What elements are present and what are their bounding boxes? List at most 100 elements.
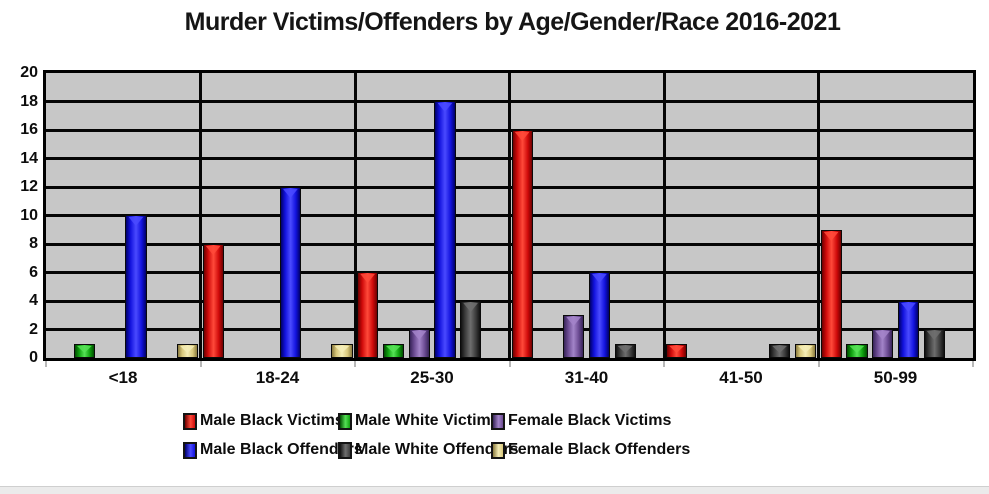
legend-item-male-black-victims: Male Black Victims xyxy=(183,412,344,430)
bar-male-white-offenders-50-99 xyxy=(923,329,945,358)
bar-male-white-offenders-31-40 xyxy=(614,344,636,358)
x-axis-tick xyxy=(45,361,47,367)
bar-top-highlight xyxy=(849,346,865,353)
x-axis-tick xyxy=(972,361,974,367)
bar-top-highlight xyxy=(875,331,890,340)
y-tick-label: 6 xyxy=(29,263,38,281)
bar-top-highlight xyxy=(411,331,427,340)
legend-swatch-male-white-offenders xyxy=(338,441,352,459)
y-tick-label: 20 xyxy=(20,64,38,81)
x-category-label: 41-50 xyxy=(719,368,763,387)
x-axis-tick xyxy=(199,361,202,367)
x-axis-tick xyxy=(663,361,665,367)
gridline-vertical xyxy=(662,73,666,358)
y-tick-label: 0 xyxy=(29,349,38,366)
legend-item-male-white-offenders: Male White Offenders xyxy=(338,441,519,459)
bar-female-black-offenders-18-24 xyxy=(331,344,353,358)
legend-swatch-male-white-victims xyxy=(338,412,352,430)
legend-row: Male Black Victims Male White Victims Fema… xyxy=(183,412,690,430)
x-category-label: <18 xyxy=(108,368,138,387)
y-tick-label: 8 xyxy=(29,235,38,252)
chart-title: Murder Victims/Offenders by Age/Gender/R… xyxy=(184,8,841,36)
bar-top-highlight xyxy=(823,232,839,241)
bar-top-highlight xyxy=(669,346,684,353)
gridline-vertical xyxy=(353,73,357,358)
bar-male-white-victims-50-99 xyxy=(846,344,868,358)
bar-male-black-offenders-31-40 xyxy=(588,272,610,358)
gridline-vertical xyxy=(817,73,820,358)
bar-top-highlight xyxy=(514,132,530,141)
bar-top-highlight xyxy=(926,331,942,340)
legend-label: Male Black Victims xyxy=(200,412,344,429)
x-axis-tick xyxy=(354,361,356,367)
bar-male-black-victims-41-50 xyxy=(666,344,688,358)
bar-top-highlight xyxy=(798,346,813,353)
legend: Male Black Victims Male White Victims Fema… xyxy=(183,412,690,470)
legend-label: Female Black Victims xyxy=(508,412,672,429)
bar-male-white-offenders-41-50 xyxy=(769,344,791,358)
legend-item-male-white-victims: Male White Victims xyxy=(338,412,500,430)
bar-male-black-victims-25-30 xyxy=(357,272,379,358)
bar-top-highlight xyxy=(77,346,92,353)
bar-male-white-victims--18 xyxy=(73,344,95,358)
bar-female-black-offenders-41-50 xyxy=(794,344,816,358)
gridline-vertical xyxy=(508,73,511,358)
bar-top-highlight xyxy=(617,346,633,353)
bar-male-black-victims-50-99 xyxy=(820,230,842,358)
legend-label: Male Black Offenders xyxy=(200,441,363,458)
legend-swatch-female-black-victims xyxy=(491,412,505,430)
legend-swatch-female-black-offenders xyxy=(491,441,505,459)
bar-female-black-offenders--18 xyxy=(176,344,198,358)
y-tick-label: 10 xyxy=(20,206,38,224)
x-axis-tick xyxy=(817,361,820,367)
gridline-vertical xyxy=(199,73,202,358)
y-tick-label: 2 xyxy=(29,320,38,338)
bar-top-highlight xyxy=(901,303,916,312)
bar-female-black-victims-25-30 xyxy=(408,329,430,358)
x-category-label: 18-24 xyxy=(255,368,300,387)
legend-row: Male Black Offenders Male White Offenders… xyxy=(183,441,690,459)
window-bottom-edge xyxy=(0,486,989,494)
legend-item-female-black-offenders: Female Black Offenders xyxy=(491,441,690,459)
y-tick-label: 12 xyxy=(20,178,38,195)
legend-label: Female Black Offenders xyxy=(508,441,691,458)
x-category-label: 25-30 xyxy=(410,368,454,387)
bar-top-highlight xyxy=(334,346,350,353)
y-tick-label: 14 xyxy=(20,149,38,167)
bar-female-black-victims-31-40 xyxy=(563,315,585,358)
bar-male-black-victims-31-40 xyxy=(511,130,533,358)
bar-top-highlight xyxy=(360,274,375,283)
bar-top-highlight xyxy=(283,189,298,198)
bar-male-black-offenders-18-24 xyxy=(279,187,301,358)
bar-male-black-victims-18-24 xyxy=(202,244,224,358)
bar-male-white-offenders-25-30 xyxy=(460,301,482,358)
x-category-label: 31-40 xyxy=(564,368,609,387)
bar-top-highlight xyxy=(566,317,581,326)
legend-swatch-male-black-victims xyxy=(183,412,197,430)
bar-top-highlight xyxy=(772,346,787,353)
bar-top-highlight xyxy=(180,346,195,353)
legend-label: Male White Victims xyxy=(355,412,500,429)
x-category-label: 50-99 xyxy=(873,368,918,387)
bar-top-highlight xyxy=(128,217,144,226)
bar-male-black-offenders-25-30 xyxy=(434,101,456,358)
y-tick-label: 16 xyxy=(20,121,38,138)
bar-male-white-victims-25-30 xyxy=(382,344,404,358)
y-tick-label: 4 xyxy=(29,292,38,309)
legend-swatch-male-black-offenders xyxy=(183,441,197,459)
bar-male-black-offenders--18 xyxy=(125,215,147,358)
legend-item-female-black-victims: Female Black Victims xyxy=(491,412,690,430)
legend-label: Male White Offenders xyxy=(355,441,519,458)
bar-top-highlight xyxy=(437,103,453,112)
bar-male-black-offenders-50-99 xyxy=(897,301,919,358)
bar-top-highlight xyxy=(386,346,401,353)
y-tick-label: 18 xyxy=(20,92,38,110)
bar-female-black-victims-50-99 xyxy=(872,329,894,358)
plot-area xyxy=(46,73,973,358)
bar-top-highlight xyxy=(463,303,478,312)
legend-item-male-black-offenders: Male Black Offenders xyxy=(183,441,363,459)
bar-top-highlight xyxy=(205,246,221,255)
x-axis-tick xyxy=(508,361,511,367)
bar-top-highlight xyxy=(592,274,607,283)
